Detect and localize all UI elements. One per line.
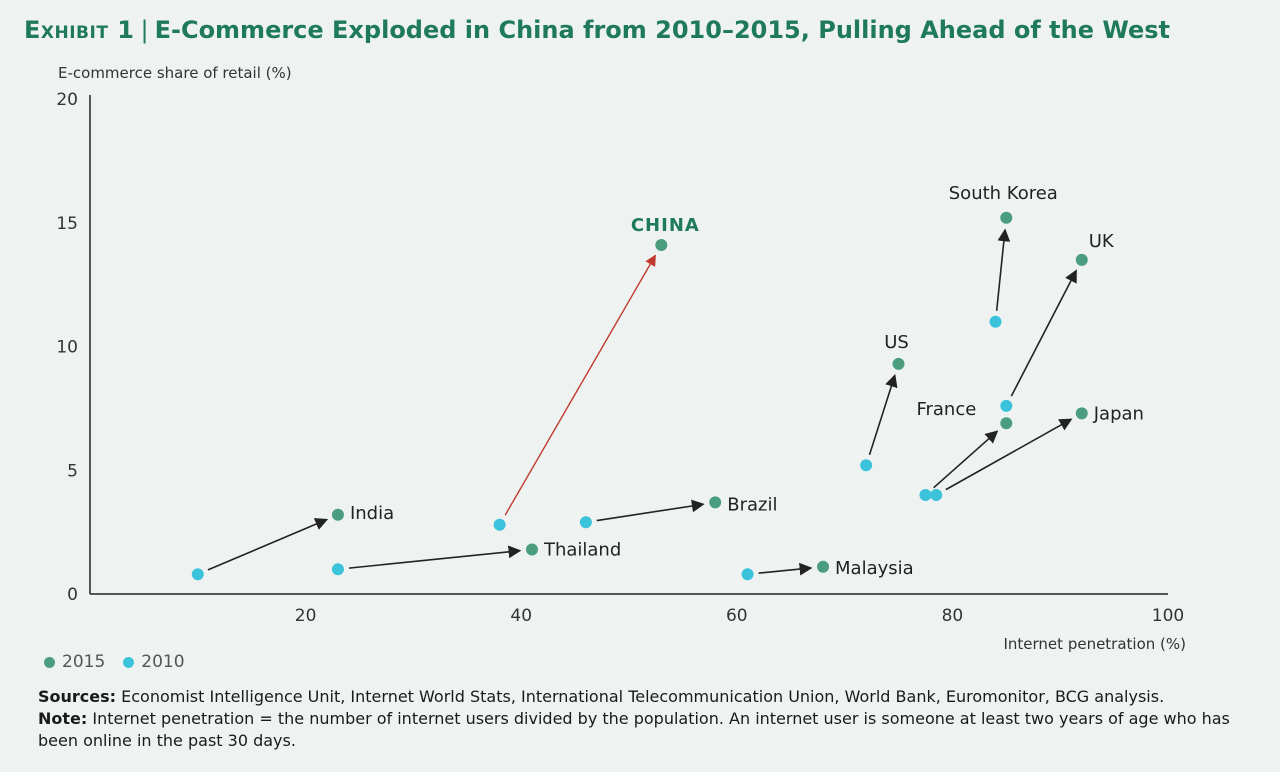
label-malaysia: Malaysia: [835, 558, 914, 579]
arrows: [207, 228, 1077, 576]
sources-line: Sources: Economist Intelligence Unit, In…: [38, 686, 1238, 708]
legend-swatch-2010: [123, 656, 135, 668]
arrow-south-korea: [995, 228, 1011, 311]
label-china: CHINA: [631, 215, 700, 236]
label-japan: Japan: [1093, 403, 1144, 424]
y-tick-label: 10: [56, 338, 78, 358]
arrow-brazil: [596, 499, 705, 522]
page-title: Exhibit 1 | E-Commerce Exploded in China f…: [24, 16, 1170, 44]
legend-label-2010: 2010: [141, 652, 185, 672]
y-tick-label: 15: [56, 214, 78, 234]
note-text: Internet penetration = the number of int…: [38, 709, 1230, 750]
x-tick-label: 80: [942, 606, 964, 626]
point-2015-brazil: [709, 496, 722, 509]
point-2015-japan: [1075, 407, 1088, 420]
point-2010-us: [860, 459, 873, 472]
label-france: France: [916, 399, 976, 420]
point-2010-japan: [930, 489, 943, 501]
x-tick-label: 100: [1152, 606, 1184, 626]
y-axis-label: E-commerce share of retail (%): [58, 64, 292, 82]
legend-swatch-2015: [44, 656, 55, 668]
point-2015-india: [331, 508, 344, 521]
sources-label: Sources:: [38, 687, 117, 706]
point-2015-thailand: [525, 543, 538, 556]
point-2015-china: [655, 239, 668, 252]
point-2010-thailand: [331, 563, 344, 576]
point-2010-south-korea: [989, 315, 1002, 328]
y-tick-label: 5: [67, 461, 78, 481]
arrow-uk: [1010, 269, 1077, 397]
arrow-thailand: [348, 545, 522, 569]
point-2010-malaysia: [741, 568, 754, 581]
x-tick-label: 20: [295, 606, 317, 626]
axes: 0 5 10 15 20 20 40 60 80 100 E-commerce share of r…: [56, 64, 1186, 653]
legend-label-2015: 2015: [62, 652, 106, 672]
label-south-korea: South Korea: [949, 183, 1058, 204]
x-axis-label: Internet penetration (%): [1003, 635, 1186, 653]
country-labels: India Thailand CHINA Brazil Malaysia US France…: [350, 183, 1144, 579]
exhibit-label: Exhibit 1: [24, 16, 135, 44]
y-tick-label: 20: [56, 90, 78, 110]
title-text: E-Commerce Exploded in China from 2010–2…: [154, 16, 1170, 44]
arrow-malaysia: [758, 562, 813, 576]
label-us: US: [884, 332, 909, 353]
arrow-japan: [945, 418, 1073, 491]
point-2015-france: [1000, 417, 1013, 430]
legend-item-2010: 2010: [123, 652, 185, 672]
point-2010-china: [493, 518, 506, 531]
points: [191, 211, 1088, 581]
legend-item-2015: 2015: [44, 652, 105, 672]
x-tick-label: 40: [510, 606, 532, 626]
arrow-us: [868, 374, 898, 456]
note-line: Note: Internet penetration = the number …: [38, 708, 1238, 752]
label-brazil: Brazil: [727, 494, 777, 515]
point-2015-malaysia: [817, 560, 830, 573]
arrow-india: [207, 518, 329, 571]
point-2010-brazil: [579, 516, 592, 529]
label-thailand: Thailand: [543, 539, 621, 560]
arrow-china: [504, 254, 656, 516]
label-india: India: [350, 503, 394, 524]
arrow-france: [933, 430, 999, 489]
legend: 2015 2010: [44, 652, 203, 672]
point-2015-us: [892, 357, 905, 370]
point-2015-south-korea: [1000, 211, 1013, 224]
label-uk: UK: [1089, 231, 1115, 252]
y-tick-label: 0: [67, 585, 78, 605]
x-tick-label: 60: [726, 606, 748, 626]
title-separator: |: [140, 16, 149, 44]
point-2010-france: [919, 489, 932, 501]
point-2015-uk: [1075, 253, 1088, 266]
point-2010-uk: [1000, 399, 1013, 412]
note-label: Note:: [38, 709, 88, 728]
sources-text: Economist Intelligence Unit, Internet Wo…: [116, 687, 1165, 706]
point-2010-india: [191, 568, 204, 581]
footnotes: Sources: Economist Intelligence Unit, In…: [38, 686, 1238, 752]
